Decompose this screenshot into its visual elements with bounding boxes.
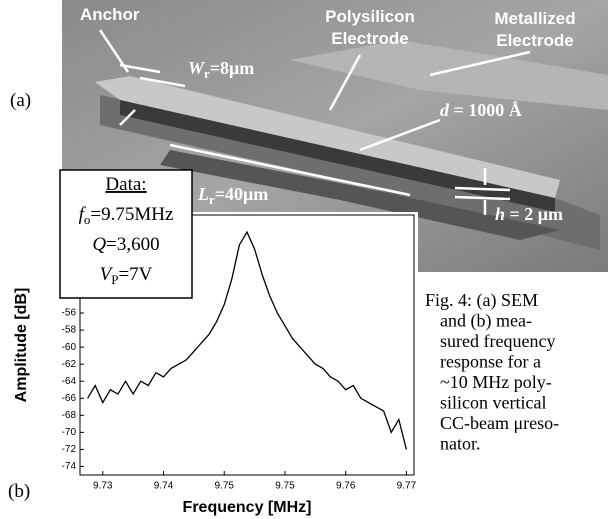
- data-line: VP=7V: [100, 264, 153, 287]
- y-tick-label: -74: [62, 461, 77, 472]
- value: = 2 μm: [505, 204, 563, 224]
- caption-line: nator.: [440, 434, 481, 454]
- sem-label: Polysilicon: [325, 7, 415, 26]
- figure: (a) Anchor Polysilicon Electrode Metalli…: [0, 0, 608, 519]
- dim-label: d = 1000 Å: [440, 100, 522, 120]
- dim-label: h = 2 μm: [495, 204, 563, 224]
- x-tick-label: 9.76: [336, 481, 356, 492]
- x-tick-label: 9.75: [214, 481, 234, 492]
- caption-line: response for a: [440, 352, 541, 372]
- symbol: L: [197, 184, 209, 204]
- y-tick-label: -58: [62, 325, 77, 336]
- caption-line: sured frequency: [440, 331, 555, 351]
- caption-line: ~10 MHz poly-: [440, 372, 552, 392]
- value: =40μm: [215, 184, 268, 204]
- x-axis-label: Frequency [MHz]: [183, 499, 312, 516]
- y-tick-label: -68: [62, 410, 77, 421]
- sem-label: Metallized: [494, 9, 575, 28]
- y-tick-label: -62: [62, 359, 77, 370]
- sem-label: Electrode: [496, 31, 573, 50]
- caption-line: and (b) mea-: [440, 311, 532, 332]
- y-tick-label: -70: [62, 427, 77, 438]
- value: =9.75MHz: [90, 204, 173, 225]
- panel-label: (a): [10, 90, 31, 111]
- panel-label: (b): [8, 481, 30, 502]
- value: = 1000 Å: [449, 100, 522, 120]
- caption-line: silicon vertical: [440, 393, 546, 413]
- x-tick-label: 9.77: [397, 481, 417, 492]
- y-tick-label: -66: [62, 393, 77, 404]
- data-line: Q=3,600: [92, 234, 159, 255]
- x-tick-label: 9.74: [154, 481, 174, 492]
- y-tick-label: -72: [62, 444, 77, 455]
- y-tick-label: -60: [62, 342, 77, 353]
- subscript: P: [111, 272, 118, 287]
- symbol: Q: [92, 234, 106, 255]
- dim-label: Lr=40μm: [197, 184, 268, 207]
- x-tick-label: 9.75: [275, 481, 295, 492]
- x-tick-label: 9.73: [93, 481, 113, 492]
- y-axis-label: Amplitude [dB]: [13, 288, 30, 403]
- sem-label: Anchor: [80, 5, 140, 24]
- value: =3,600: [106, 234, 159, 255]
- value: =8μm: [210, 58, 254, 78]
- value: =7V: [118, 264, 152, 285]
- y-tick-label: -56: [62, 308, 77, 319]
- caption-line: Fig. 4: (a) SEM: [425, 290, 538, 311]
- caption-line: CC-beam μreso-: [440, 413, 559, 433]
- sem-label: Electrode: [331, 29, 408, 48]
- symbol: h: [495, 204, 505, 224]
- data-box-title: Data:: [105, 174, 146, 195]
- dim-label: Wr=8μm: [188, 58, 254, 81]
- data-line: fo=9.75MHz: [79, 204, 174, 227]
- y-tick-label: -64: [62, 376, 77, 387]
